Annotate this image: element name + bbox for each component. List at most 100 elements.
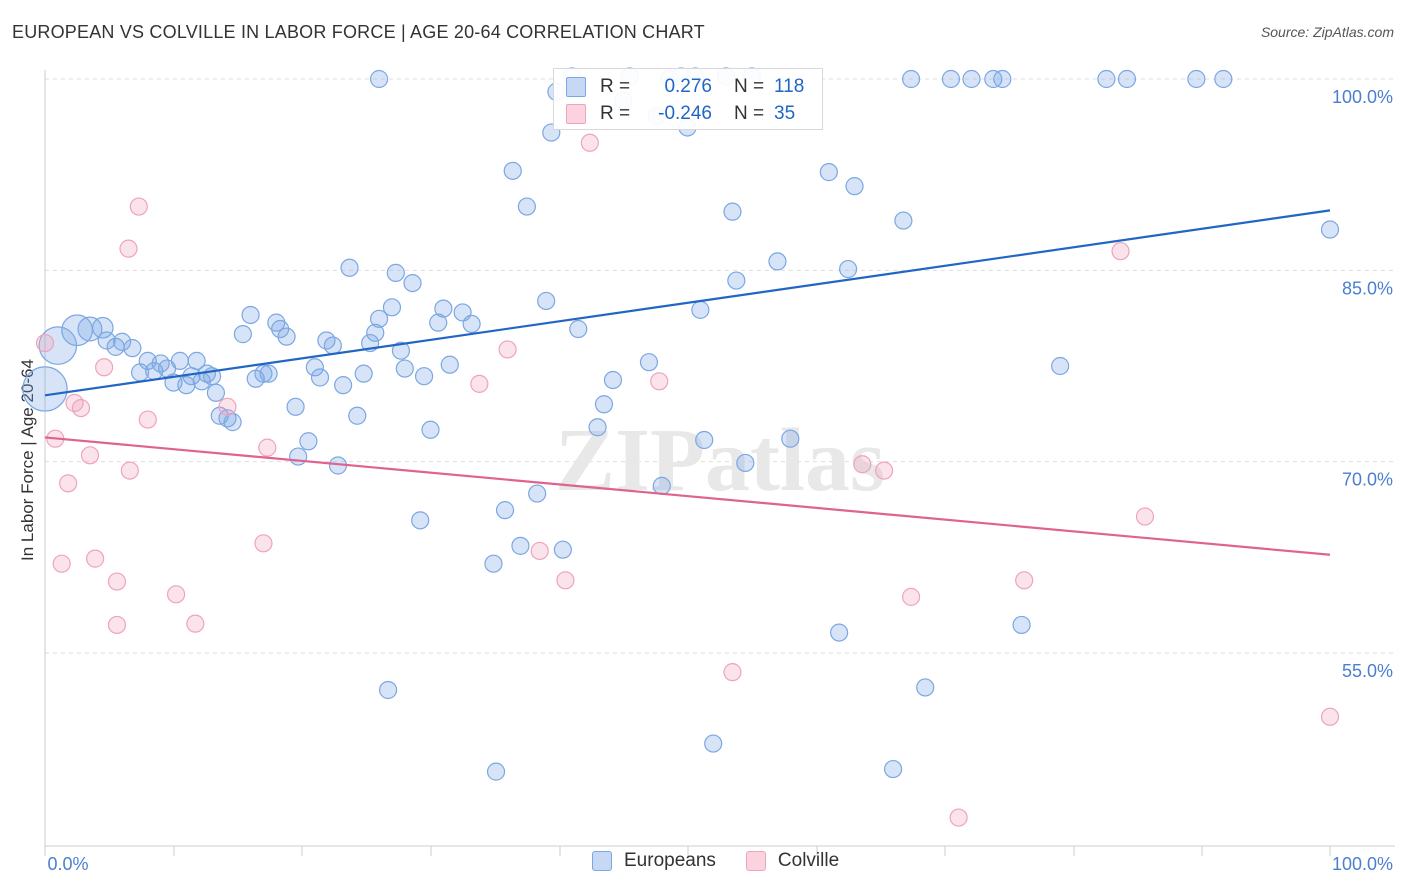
- data-point-europeans: [704, 734, 723, 753]
- y-tick-label: 55.0%: [1342, 661, 1393, 681]
- series-legend: Europeans Colville: [592, 850, 869, 872]
- data-point-colville: [1111, 242, 1130, 261]
- data-point-colville: [650, 372, 669, 391]
- data-point-europeans: [177, 376, 196, 395]
- data-point-europeans: [652, 476, 671, 496]
- data-point-europeans: [883, 759, 903, 779]
- x-tick-label: 0.0%: [47, 854, 88, 874]
- data-point-colville: [1015, 571, 1034, 590]
- data-point-colville: [254, 534, 273, 553]
- data-point-europeans: [1187, 69, 1206, 89]
- legend-label-europeans: Europeans: [624, 850, 716, 871]
- data-point-europeans: [511, 536, 530, 555]
- data-point-europeans: [92, 316, 114, 339]
- data-point-colville: [218, 397, 237, 416]
- stats-legend: R = 0.276 N = 118 R = -0.246 N = 35: [553, 68, 823, 130]
- legend-n-label: N =: [734, 103, 765, 124]
- legend-swatch-europeans: [566, 77, 586, 97]
- data-point-europeans: [403, 273, 422, 293]
- data-point-europeans: [1012, 615, 1031, 635]
- data-point-colville: [119, 239, 138, 258]
- data-point-europeans: [1097, 69, 1116, 89]
- legend-item-europeans: Europeans: [592, 850, 716, 872]
- data-point-europeans: [916, 678, 935, 697]
- x-tick-label: 100.0%: [1332, 854, 1393, 874]
- data-point-colville: [498, 340, 517, 359]
- data-point-europeans: [254, 364, 273, 383]
- data-point-europeans: [97, 331, 116, 350]
- data-point-europeans: [723, 202, 742, 221]
- data-point-europeans: [414, 367, 434, 386]
- y-tick-label: 85.0%: [1342, 278, 1393, 298]
- data-point-colville: [71, 398, 91, 418]
- data-point-europeans: [233, 325, 252, 344]
- data-point-europeans: [569, 319, 588, 339]
- data-point-europeans: [781, 429, 800, 448]
- data-point-europeans: [22, 366, 68, 412]
- data-point-europeans: [495, 501, 515, 520]
- data-point-colville: [875, 461, 894, 480]
- data-point-europeans: [286, 397, 305, 416]
- data-point-europeans: [1117, 69, 1137, 89]
- data-point-colville: [853, 455, 872, 474]
- data-point-colville: [80, 446, 100, 465]
- data-point-europeans: [123, 339, 142, 358]
- data-point-europeans: [1051, 356, 1070, 376]
- data-point-colville: [470, 374, 489, 393]
- data-point-colville: [166, 585, 186, 604]
- data-point-europeans: [962, 69, 981, 89]
- data-point-europeans: [310, 368, 330, 387]
- data-point-europeans: [429, 313, 448, 332]
- data-point-europeans: [241, 305, 260, 325]
- data-point-europeans: [370, 69, 389, 89]
- data-point-europeans: [695, 430, 714, 450]
- y-tick-label: 100.0%: [1332, 87, 1393, 107]
- data-point-colville: [138, 410, 157, 429]
- data-point-europeans: [894, 211, 913, 230]
- data-point-europeans: [691, 300, 710, 319]
- data-point-europeans: [382, 298, 402, 317]
- data-point-europeans: [299, 432, 318, 451]
- data-point-europeans: [289, 447, 308, 466]
- data-point-europeans: [277, 327, 296, 346]
- legend-row-colville: R = -0.246 N = 35: [566, 102, 795, 126]
- data-point-colville: [1135, 507, 1155, 526]
- legend-n-value: 35: [774, 103, 796, 124]
- data-point-europeans: [528, 484, 547, 503]
- data-point-colville: [129, 197, 148, 216]
- data-point-europeans: [366, 323, 385, 342]
- data-point-europeans: [305, 358, 324, 377]
- data-point-europeans: [259, 364, 278, 383]
- legend-label-colville: Colville: [777, 850, 840, 871]
- legend-swatch-colville: [745, 851, 766, 871]
- data-point-europeans: [1214, 69, 1233, 89]
- legend-r-label: R =: [600, 103, 631, 124]
- legend-swatch-europeans: [592, 851, 612, 871]
- data-point-colville: [258, 438, 277, 457]
- trendline-colville: [44, 436, 1331, 556]
- chart-title: EUROPEAN VS COLVILLE IN LABOR FORCE | AG…: [12, 22, 705, 42]
- data-point-europeans: [1320, 220, 1340, 239]
- data-point-europeans: [112, 332, 132, 351]
- data-point-colville: [580, 133, 599, 152]
- data-point-europeans: [378, 680, 398, 700]
- legend-r-value: -0.246: [658, 103, 712, 124]
- source-label: Source: ZipAtlas.com: [1260, 24, 1394, 40]
- data-point-colville: [35, 333, 55, 353]
- data-point-europeans: [588, 418, 607, 437]
- data-point-europeans: [462, 314, 481, 334]
- data-point-europeans: [421, 420, 440, 439]
- data-point-europeans: [370, 309, 389, 328]
- data-point-europeans: [993, 69, 1012, 89]
- data-point-colville: [107, 615, 127, 635]
- data-point-europeans: [334, 376, 353, 395]
- data-point-europeans: [901, 69, 921, 89]
- data-point-colville: [120, 461, 139, 480]
- legend-item-colville: Colville: [745, 850, 840, 872]
- data-point-europeans: [340, 258, 359, 277]
- data-point-europeans: [594, 395, 614, 414]
- data-point-europeans: [503, 161, 522, 180]
- data-point-europeans: [941, 69, 961, 89]
- legend-row-europeans: R = 0.276 N = 118: [566, 75, 804, 99]
- data-point-europeans: [830, 623, 849, 642]
